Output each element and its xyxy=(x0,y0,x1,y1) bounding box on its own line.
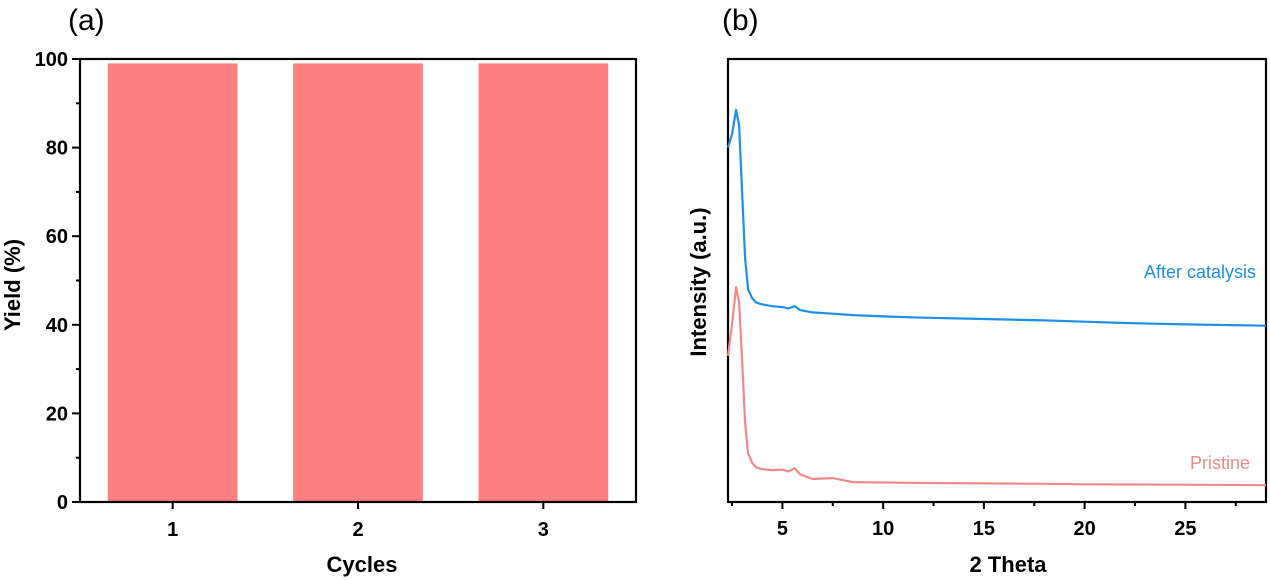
panel-b-label: (b) xyxy=(722,4,759,37)
panel-a-y-axis-title: Yield (%) xyxy=(0,239,25,331)
series-label-pristine: Pristine xyxy=(1190,453,1250,473)
bars-group xyxy=(107,63,609,503)
series-label-after-catalysis: After catalysis xyxy=(1144,262,1256,282)
y-tick-label: 20 xyxy=(46,403,68,425)
panel-b-plot-frame xyxy=(726,57,1268,504)
x-tick-label: 1 xyxy=(167,519,178,541)
y-tick-label: 100 xyxy=(35,49,68,71)
bar-cycle-3 xyxy=(478,63,609,503)
x-tick-label: 5 xyxy=(777,518,788,540)
y-tick-label: 0 xyxy=(57,492,68,514)
x-axis-ticks: 5 10 15 20 25 xyxy=(731,502,1237,540)
x-tick-label: 25 xyxy=(1174,518,1196,540)
x-tick-label: 20 xyxy=(1074,518,1096,540)
panel-a-label: (a) xyxy=(68,4,105,37)
x-tick-label: 15 xyxy=(973,518,995,540)
series-line-after-catalysis xyxy=(726,108,1267,327)
panel-b-x-axis-title: 2 Theta xyxy=(969,552,1047,577)
y-tick-label: 80 xyxy=(46,138,68,160)
x-tick-label: 3 xyxy=(538,519,549,541)
bar-cycle-2 xyxy=(293,63,423,503)
x-axis-ticks: 1 2 3 xyxy=(167,502,549,541)
y-tick-label: 60 xyxy=(46,226,68,248)
panel-b-line-chart: (b) 5 10 15 20 25 After catalysis Pristine 2… xyxy=(686,4,1268,577)
y-tick-label: 40 xyxy=(46,315,68,337)
y-axis-ticks: 0 20 40 60 80 100 xyxy=(35,49,80,514)
panel-a-x-axis-title: Cycles xyxy=(327,552,398,577)
panel-b-y-axis-title: Intensity (a.u.) xyxy=(686,207,711,356)
panel-a-bar-chart: (a) 0 20 40 60 80 100 1 2 3 Cycles Yield (%) xyxy=(0,4,638,577)
x-tick-label: 10 xyxy=(872,518,894,540)
series-line-pristine xyxy=(726,286,1267,487)
bar-cycle-1 xyxy=(107,63,238,503)
x-tick-label: 2 xyxy=(352,519,363,541)
series-lines xyxy=(726,108,1267,487)
